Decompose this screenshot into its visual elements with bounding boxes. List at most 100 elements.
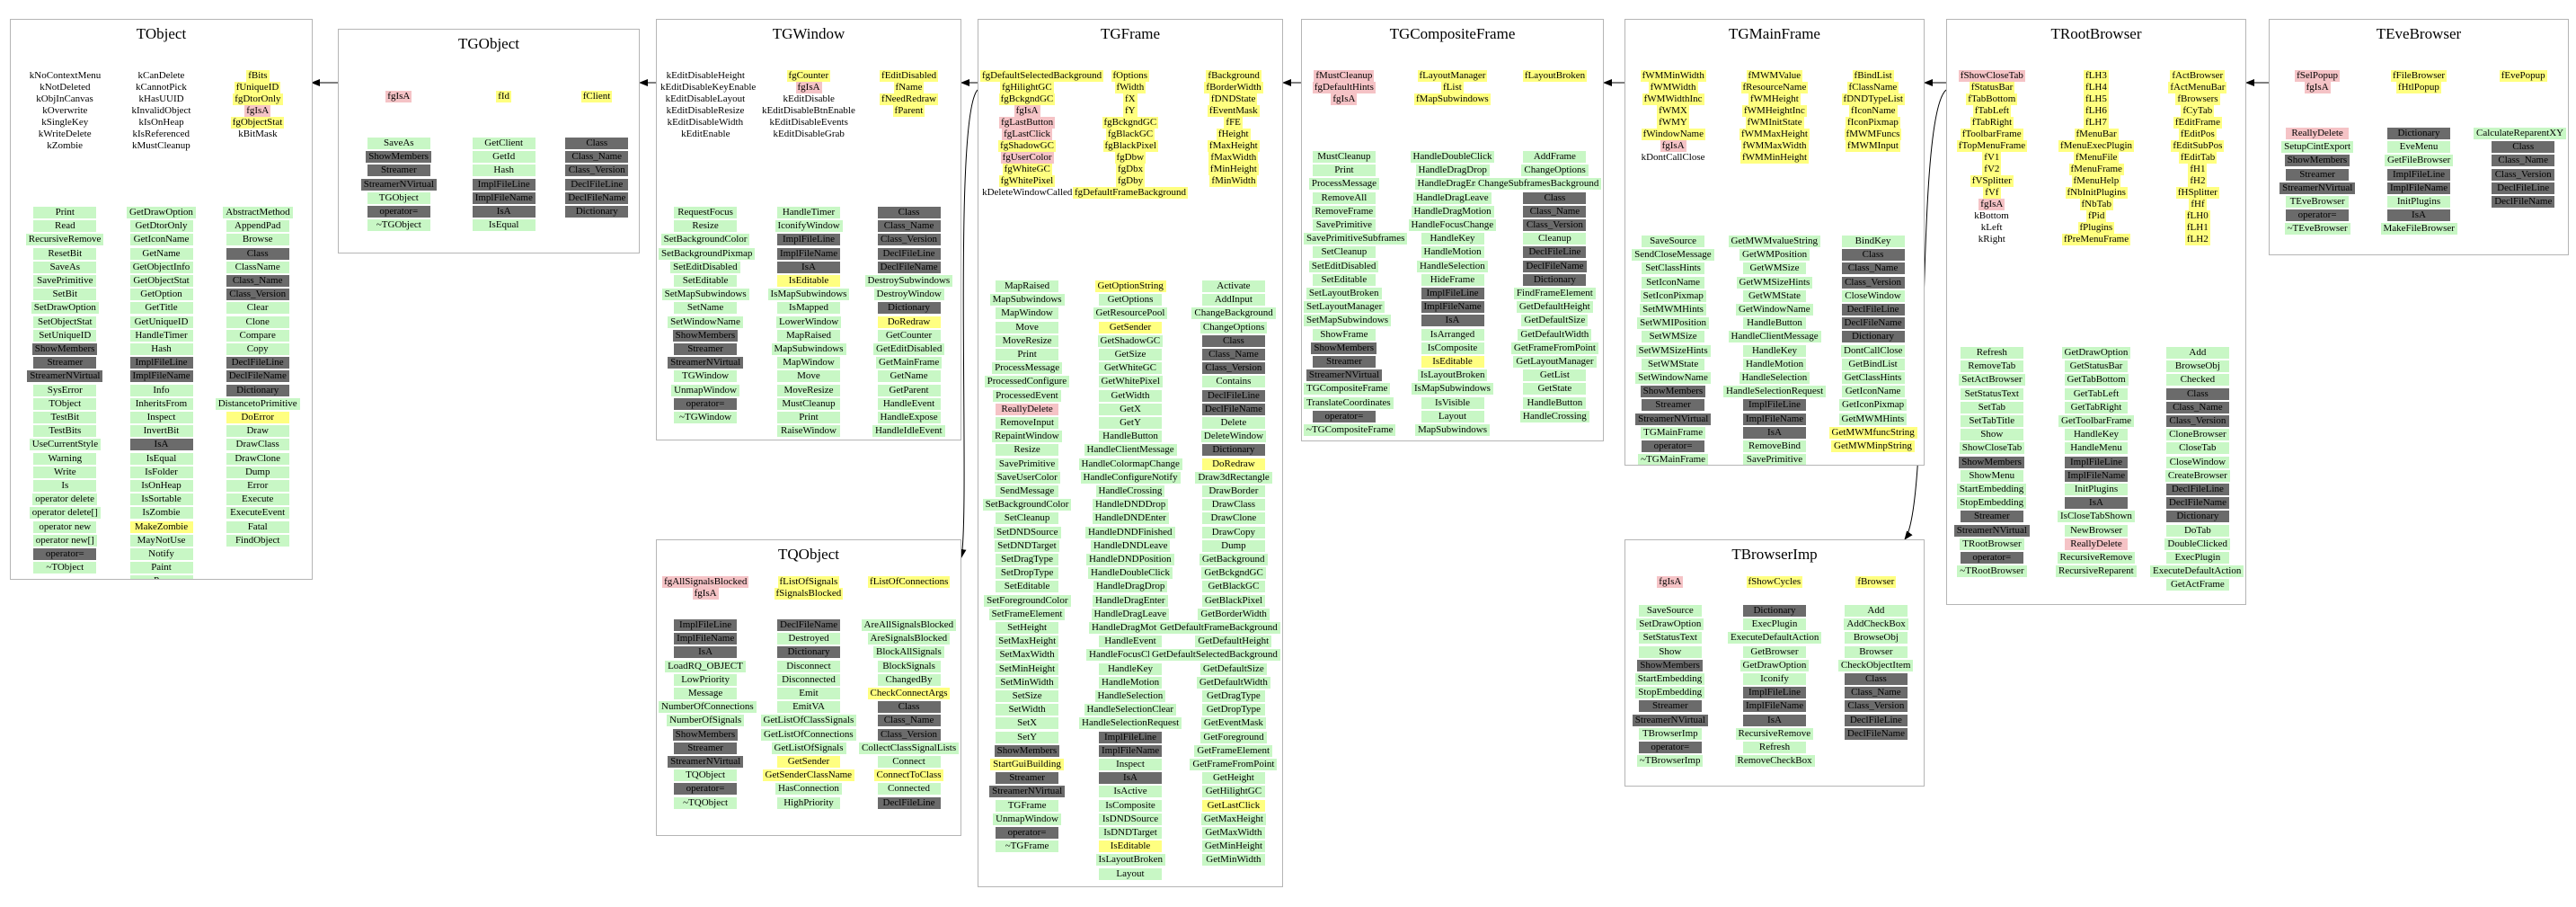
member-funiqueid: fUniqueID xyxy=(234,82,281,93)
member-fplugins: fPlugins xyxy=(2077,222,2115,234)
method-browse: Browse xyxy=(226,234,289,246)
member-kleft: kLeft xyxy=(1980,222,2003,233)
method-handlemotion: HandleMotion xyxy=(1421,246,1484,259)
method-handlefocuschange: HandleFocusChange xyxy=(1408,219,1497,231)
member-fwmminwidth: fWMMinWidth xyxy=(1640,70,1706,82)
method-drawborder: DrawBorder xyxy=(1201,485,1265,497)
method-initplugins: InitPlugins xyxy=(2065,484,2128,495)
method-executedefaultaction: ExecuteDefaultAction xyxy=(2150,565,2244,578)
method-clonebrowser: CloneBrowser xyxy=(2165,429,2229,441)
method-clone: Clone xyxy=(226,316,289,328)
method-execplugin: ExecPlugin xyxy=(1743,618,1806,631)
method-getcounter: GetCounter xyxy=(877,329,941,342)
member-fmenuexecplugin: fMenuExecPlugin xyxy=(2058,140,2135,152)
method-implfilename: ImplFileName xyxy=(1743,413,1807,425)
method-setminheight: SetMinHeight xyxy=(996,662,1059,675)
member-fmwmvalue: fMWMValue xyxy=(1746,70,1803,82)
method-tevebrowser: TEveBrowser xyxy=(2286,196,2350,208)
method-declfileline: DeclFileLine xyxy=(2165,484,2229,495)
method-isa: IsA xyxy=(2387,209,2450,222)
method-class-name: Class_Name xyxy=(2492,155,2555,167)
method-hideframe: HideFrame xyxy=(1421,273,1484,286)
method-showclosetab: ShowCloseTab xyxy=(1959,442,2025,455)
member-fdndstate: fDNDState xyxy=(1208,93,1258,105)
method-handlecolormapchange: HandleColormapChange xyxy=(1078,458,1182,470)
member-fglastclick: fgLastClick xyxy=(1002,129,1053,140)
member-ftopmenuframe: fTopMenuFrame xyxy=(1956,140,2028,152)
method-browser: Browser xyxy=(1844,645,1908,658)
method-getwhitepixel: GetWhitePixel xyxy=(1098,376,1163,388)
method-streamernvirtual: StreamerNVirtual xyxy=(360,178,437,191)
method-getwmsizehints: GetWMSizeHints xyxy=(1736,276,1813,289)
member-fgisa: fgIsA xyxy=(1978,199,2005,210)
method-setminwidth: SetMinWidth xyxy=(996,676,1059,689)
method-streamer: Streamer xyxy=(996,772,1059,785)
member-fgdefaultframebackground: fgDefaultFrameBackground xyxy=(1073,187,1189,199)
member-keditenable: kEditEnable xyxy=(681,129,730,139)
method-handleselection: HandleSelection xyxy=(1739,372,1810,384)
method-handleselectionrequest: HandleSelectionRequest xyxy=(1723,386,1827,398)
method-connecttoclass: ConnectToClass xyxy=(873,769,944,782)
method-gettabright: GetTabRight xyxy=(2065,401,2128,413)
method-handledragenter: HandleDragEnter xyxy=(1414,178,1491,191)
member-fgbckgndgc: fgBckgndGC xyxy=(998,93,1056,105)
method-tqobject: TQObject xyxy=(674,769,738,782)
member-foptions: fOptions xyxy=(1111,70,1149,82)
member-feditsubpos: fEditSubPos xyxy=(2171,140,2225,152)
method-getobjectinfo: GetObjectInfo xyxy=(129,261,193,273)
member-fdndtypelist: fDNDTypeList xyxy=(1841,93,1905,105)
class-title: TBrowserImp xyxy=(1731,546,1818,563)
method-setx: SetX xyxy=(996,717,1059,730)
method-getwmposition: GetWMPosition xyxy=(1739,249,1810,262)
member-fwmy: fWMY xyxy=(1657,117,1689,129)
method-layout: Layout xyxy=(1099,867,1162,880)
method-add: Add xyxy=(2165,347,2229,359)
member-feditpos: fEditPos xyxy=(2178,129,2217,140)
method-getoptions: GetOptions xyxy=(1099,294,1162,307)
method-showmembers: ShowMembers xyxy=(1311,342,1377,354)
method-mapsubwindows: MapSubwindows xyxy=(989,294,1065,307)
method-tgframe: ~TGFrame xyxy=(996,840,1059,853)
class-title: TGFrame xyxy=(1100,25,1161,42)
method-setstatustext: SetStatusText xyxy=(1960,387,2023,400)
method-setwmstate: SetWMState xyxy=(1642,358,1705,370)
method-declfilename: DeclFileName xyxy=(1201,403,1266,415)
method-setmapsubwindows: SetMapSubwindows xyxy=(661,289,749,301)
member-fselpopup: fSelPopup xyxy=(2295,70,2340,82)
method-setwmsize: SetWMSize xyxy=(1642,331,1705,343)
method-hasconnection: HasConnection xyxy=(775,783,842,796)
method-seteditable: SetEditable xyxy=(674,275,738,287)
member-fwmmaxwidth: fWMMaxWidth xyxy=(1740,140,1809,152)
member-fwmminheight: fWMMinHeight xyxy=(1740,152,1810,164)
method-showmembers: ShowMembers xyxy=(2284,155,2350,167)
member-flh4: fLH4 xyxy=(2084,82,2109,93)
method-changedby: ChangedBy xyxy=(877,673,941,686)
method-getmaxwidth: GetMaxWidth xyxy=(1201,827,1265,839)
method-getmwminpstring: GetMWMinpString xyxy=(1831,440,1915,452)
method-browseobj: BrowseObj xyxy=(1844,632,1908,645)
member-fghilightgc: fgHilightGC xyxy=(1000,82,1054,93)
method-handlekey: HandleKey xyxy=(1099,662,1162,675)
method-handledragmotion: HandleDragMotion xyxy=(1089,622,1173,634)
method-draw3drectangle: Draw3dRectangle xyxy=(1195,471,1272,484)
method-saveusercolor: SaveUserColor xyxy=(994,471,1060,484)
member-fmaxwidth: fMaxWidth xyxy=(1208,152,1259,164)
method-setmaxheight: SetMaxHeight xyxy=(996,636,1059,648)
method-emit: Emit xyxy=(777,688,840,699)
method-handleselectionclear: HandleSelectionClear xyxy=(1084,704,1177,716)
class-box: TGMainFrame fWMMinWidth fMWMValue fBindList… xyxy=(1624,19,1925,466)
member-keditdisablegrab: kEditDisableGrab xyxy=(773,129,845,139)
method-getframefrompoint: GetFrameFromPoint xyxy=(1510,342,1598,354)
method-isa: IsA xyxy=(129,439,193,451)
method-operator-delete: operator delete[] xyxy=(29,507,101,520)
method-seticonname: SetIconName xyxy=(1642,276,1705,289)
member-keditdisableresize: kEditDisableResize xyxy=(666,105,745,116)
method-emitva: EmitVA xyxy=(777,701,840,714)
member-fmenubar: fMenuBar xyxy=(2074,129,2119,140)
method-saveprimitive: SavePrimitive xyxy=(33,275,97,287)
method-lowerwindow: LowerWindow xyxy=(776,316,842,328)
class-box: TGWindow kEditDisableHeight fgCounter fEdit… xyxy=(656,19,961,440)
method-implfilename: ImplFileName xyxy=(1743,700,1807,713)
method-streamernvirtual: StreamerNVirtual xyxy=(1306,369,1383,382)
method-info: Info xyxy=(129,384,193,396)
